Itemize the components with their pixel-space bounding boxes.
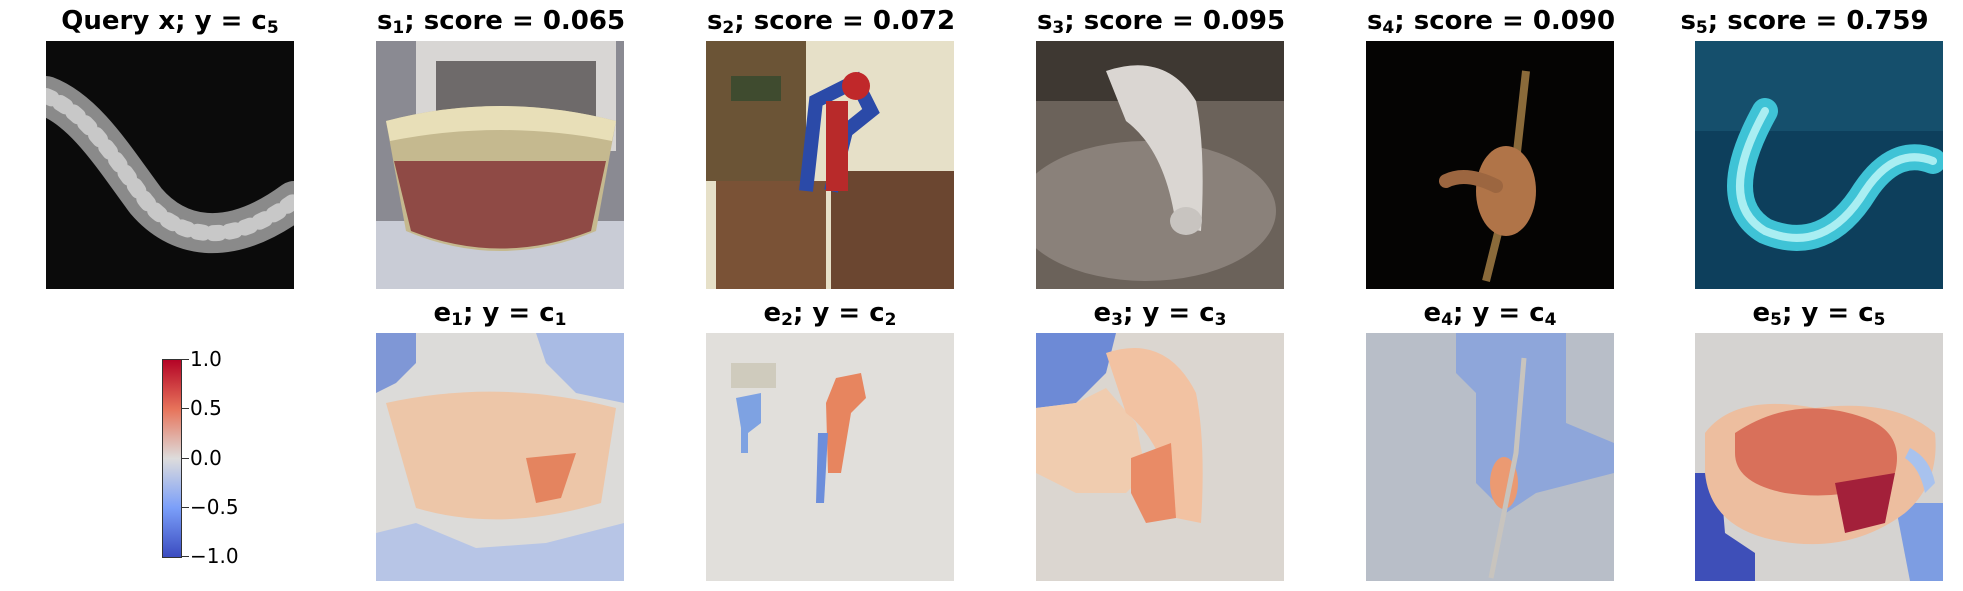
colorbar-tick-label: 1.0 xyxy=(190,347,222,371)
colorbar-tick-label: 0.5 xyxy=(190,396,222,420)
support-title-2: s2; score = 0.072 xyxy=(706,6,956,38)
explanation-heatmap-4 xyxy=(1366,333,1614,581)
explanation-heatmap-1 xyxy=(376,333,624,581)
support-title-3: s3; score = 0.095 xyxy=(1036,6,1286,38)
explanation-title-4: e4; y = c4 xyxy=(1423,298,1557,330)
explanation-heatmap-5 xyxy=(1695,333,1943,581)
support-title-5: s5; score = 0.759 xyxy=(1680,6,1929,38)
support-image-2 xyxy=(706,41,954,289)
support-image-3 xyxy=(1036,41,1284,289)
colorbar-tick xyxy=(181,556,189,557)
explanation-title-2: e2; y = c2 xyxy=(763,298,897,330)
colorbar-tick-label: −1.0 xyxy=(190,544,239,568)
support-title-1: s1; score = 0.065 xyxy=(376,6,626,38)
explanation-title-5: e5; y = c5 xyxy=(1752,298,1886,330)
support-image-1 xyxy=(376,41,624,289)
colorbar-tick-label: 0.0 xyxy=(190,446,222,470)
colorbar xyxy=(162,359,182,558)
support-image-5 xyxy=(1695,41,1943,289)
explanation-title-3: e3; y = c3 xyxy=(1093,298,1227,330)
explanation-heatmap-2 xyxy=(706,333,954,581)
colorbar-tick-label: −0.5 xyxy=(190,495,239,519)
explanation-title-1: e1; y = c1 xyxy=(433,298,567,330)
colorbar-tick xyxy=(181,507,189,508)
support-title-4: s4; score = 0.090 xyxy=(1366,6,1616,38)
colorbar-tick xyxy=(181,408,189,409)
query-image xyxy=(46,41,294,289)
support-image-4 xyxy=(1366,41,1614,289)
colorbar-tick xyxy=(181,458,189,459)
colorbar-tick xyxy=(181,359,189,360)
query-title: Query x; y = c5 xyxy=(61,6,279,38)
explanation-heatmap-3 xyxy=(1036,333,1284,581)
